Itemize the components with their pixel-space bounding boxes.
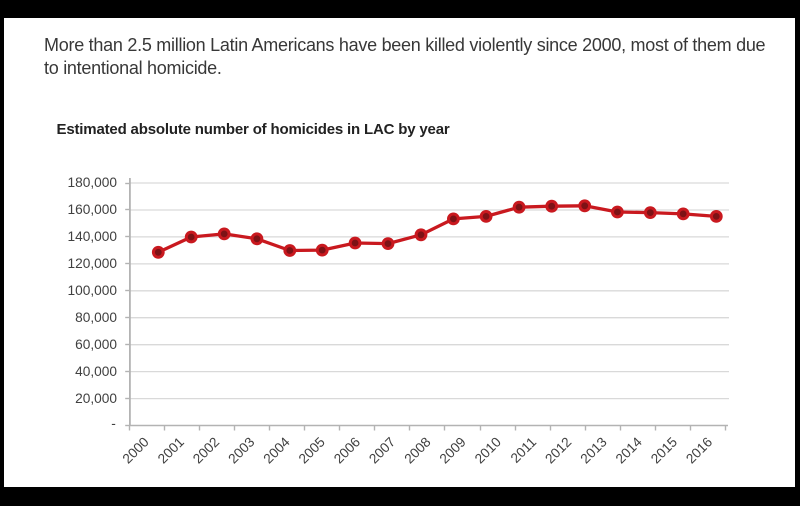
svg-text:120,000: 120,000 [68,256,118,271]
svg-text:180,000: 180,000 [68,175,118,190]
svg-text:2003: 2003 [225,434,257,466]
svg-text:2009: 2009 [437,434,469,466]
svg-text:2012: 2012 [542,434,574,466]
svg-text:40,000: 40,000 [75,364,117,379]
svg-text:2010: 2010 [472,434,504,466]
svg-text:2001: 2001 [155,434,187,466]
svg-text:2008: 2008 [401,434,433,466]
svg-text:2007: 2007 [366,434,398,466]
svg-text:2014: 2014 [613,434,645,466]
svg-text:140,000: 140,000 [68,229,118,244]
svg-text:2004: 2004 [261,434,293,466]
svg-text:60,000: 60,000 [75,337,117,352]
svg-text:2006: 2006 [331,434,363,466]
svg-text:100,000: 100,000 [68,283,118,298]
svg-text:2016: 2016 [683,434,715,466]
svg-text:2000: 2000 [120,434,152,466]
svg-text:80,000: 80,000 [75,310,117,325]
svg-text:2011: 2011 [508,434,539,465]
svg-text:2013: 2013 [578,434,610,466]
svg-text:-: - [111,416,116,431]
svg-text:2005: 2005 [296,434,328,466]
svg-text:2015: 2015 [648,434,680,466]
svg-text:20,000: 20,000 [75,391,117,406]
svg-text:160,000: 160,000 [68,202,118,217]
svg-text:2002: 2002 [190,434,222,466]
